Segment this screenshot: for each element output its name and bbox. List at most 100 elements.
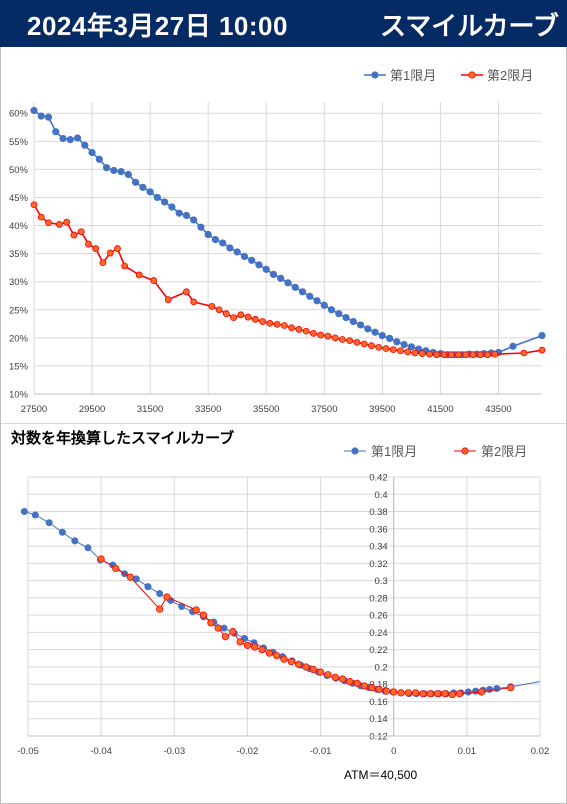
data-point-series-2 bbox=[163, 593, 171, 601]
data-point-series-2 bbox=[331, 673, 339, 681]
data-point-series-2 bbox=[77, 228, 85, 236]
x-tick-label: -0.05 bbox=[17, 746, 39, 757]
data-point-series-2 bbox=[237, 311, 245, 319]
data-point-series-2 bbox=[339, 336, 346, 343]
data-point-series-1 bbox=[349, 317, 357, 326]
data-point-series-1 bbox=[197, 223, 205, 231]
data-point-series-2 bbox=[150, 277, 158, 284]
data-point-series-2 bbox=[251, 315, 259, 323]
y-tick-label: 40% bbox=[9, 221, 29, 232]
data-point-series-2 bbox=[70, 231, 78, 239]
data-point-series-2 bbox=[258, 646, 266, 654]
y-tick-label: 35% bbox=[9, 249, 29, 260]
data-point-series-2 bbox=[426, 350, 433, 358]
x-tick-label: -0.04 bbox=[90, 746, 112, 757]
data-point-series-1 bbox=[146, 188, 154, 196]
data-point-series-2 bbox=[244, 313, 252, 321]
data-point-series-1 bbox=[255, 261, 263, 269]
y-tick-label: 0.22 bbox=[369, 645, 388, 656]
data-point-series-1 bbox=[168, 203, 176, 211]
data-point-series-1 bbox=[298, 288, 307, 296]
legend-marker-1 bbox=[351, 447, 359, 455]
data-point-series-2 bbox=[368, 342, 375, 350]
data-point-series-1 bbox=[132, 178, 140, 186]
data-point-series-1 bbox=[356, 321, 365, 329]
data-point-series-2 bbox=[412, 689, 420, 697]
data-point-series-2 bbox=[440, 351, 448, 359]
x-tick-label: 27500 bbox=[21, 404, 47, 415]
x-tick-label: 0 bbox=[391, 746, 396, 757]
data-point-series-2 bbox=[222, 310, 230, 318]
data-point-series-1 bbox=[59, 134, 67, 143]
x-tick-label: 37500 bbox=[311, 404, 337, 415]
data-point-series-1 bbox=[124, 170, 132, 179]
data-point-series-1 bbox=[327, 306, 336, 314]
header-title: スマイルカーブ bbox=[380, 11, 559, 41]
data-point-series-2 bbox=[476, 351, 484, 359]
data-point-series-1 bbox=[407, 343, 415, 351]
x-tick-label: 43500 bbox=[485, 404, 511, 415]
data-point-series-2 bbox=[280, 655, 288, 663]
data-point-series-1 bbox=[139, 183, 147, 191]
x-tick-label: -0.02 bbox=[237, 746, 259, 757]
data-point-series-1 bbox=[66, 136, 74, 144]
y-tick-label: 0.28 bbox=[369, 593, 388, 604]
data-point-series-2 bbox=[441, 690, 449, 698]
data-point-series-1 bbox=[306, 292, 314, 300]
data-point-series-2 bbox=[302, 327, 310, 335]
data-point-series-1 bbox=[277, 274, 285, 282]
legend-label-2: 第2限月 bbox=[487, 68, 533, 83]
data-point-series-1 bbox=[182, 211, 190, 220]
y-tick-label: 0.34 bbox=[369, 542, 388, 553]
data-point-series-2 bbox=[221, 633, 230, 641]
x-tick-label: -0.03 bbox=[163, 746, 185, 757]
x-tick-label: 31500 bbox=[137, 404, 163, 415]
data-point-series-2 bbox=[112, 564, 120, 573]
data-point-series-1 bbox=[58, 528, 66, 536]
data-point-series-2 bbox=[207, 619, 215, 627]
data-point-series-1 bbox=[313, 297, 321, 305]
y-tick-label: 10% bbox=[9, 390, 29, 401]
y-tick-label: 60% bbox=[9, 109, 29, 120]
data-point-series-1 bbox=[84, 544, 92, 552]
data-point-series-2 bbox=[426, 690, 434, 698]
data-point-series-2 bbox=[317, 331, 325, 339]
data-point-series-2 bbox=[484, 351, 491, 359]
data-point-series-1 bbox=[144, 583, 152, 591]
data-point-series-2 bbox=[418, 350, 426, 357]
data-point-series-1 bbox=[486, 685, 494, 693]
y-tick-label: 0.24 bbox=[369, 628, 388, 639]
x-tick-label: 39500 bbox=[369, 404, 395, 415]
data-point-series-2 bbox=[375, 343, 383, 351]
x-tick-label: 0.01 bbox=[458, 746, 477, 757]
data-point-series-2 bbox=[295, 326, 303, 333]
data-point-series-2 bbox=[360, 682, 369, 690]
data-point-series-2 bbox=[97, 555, 105, 563]
data-point-series-2 bbox=[324, 671, 332, 679]
data-point-series-2 bbox=[236, 638, 244, 646]
data-point-series-2 bbox=[121, 262, 129, 270]
data-point-series-2 bbox=[433, 690, 442, 698]
data-point-series-1 bbox=[73, 134, 82, 142]
data-point-series-2 bbox=[182, 288, 190, 296]
data-point-series-1 bbox=[52, 128, 60, 136]
data-point-series-1 bbox=[211, 235, 220, 244]
x-tick-label: 29500 bbox=[79, 404, 105, 415]
smile-curve-chart: 10% 15% 20% 25% 30% 35% 40% 45% 50% 55% 60% 27500 29… bbox=[9, 68, 546, 415]
data-point-series-2 bbox=[214, 624, 222, 632]
data-point-series-2 bbox=[287, 658, 295, 666]
data-point-series-1 bbox=[378, 331, 386, 340]
y-tick-label: 0.26 bbox=[369, 611, 388, 622]
legend-marker-2 bbox=[461, 447, 469, 455]
data-point-series-2 bbox=[382, 345, 390, 352]
y-tick-label: 55% bbox=[9, 137, 29, 148]
data-point-series-2 bbox=[273, 652, 281, 660]
data-point-series-2 bbox=[477, 688, 486, 696]
x-tick-label: 0.02 bbox=[531, 746, 550, 757]
data-point-series-2 bbox=[199, 611, 208, 619]
data-point-series-2 bbox=[243, 641, 252, 649]
y-tick-label: 0.42 bbox=[369, 473, 388, 484]
header-datetime: 2024年3月27日 10:00 bbox=[27, 11, 288, 41]
data-point-series-2 bbox=[382, 687, 390, 695]
data-point-series-2 bbox=[455, 690, 464, 698]
